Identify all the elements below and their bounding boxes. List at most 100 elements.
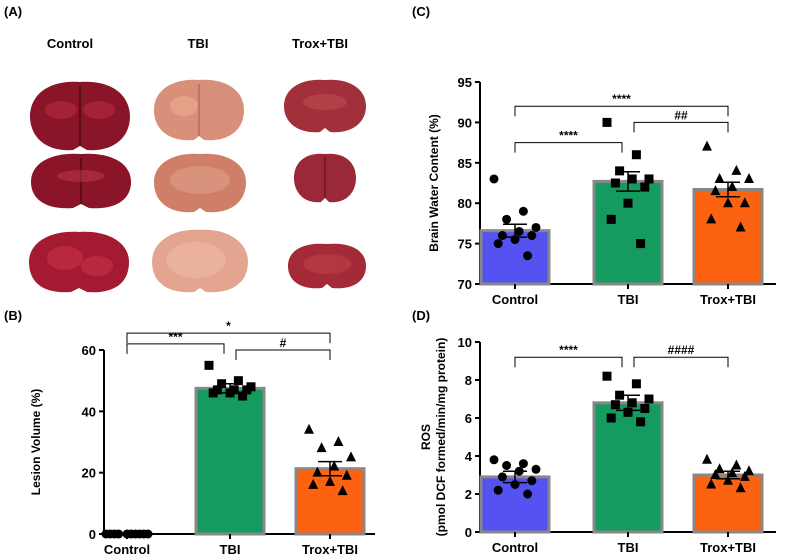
data-point-trox-tbi <box>714 463 725 474</box>
panel-label-a: (A) <box>4 4 23 19</box>
data-point-control <box>514 226 524 236</box>
data-point-control <box>523 251 533 261</box>
bar-group-tbi <box>592 117 664 286</box>
bar-tbi <box>592 401 664 534</box>
significance-bracket: ## <box>633 108 729 133</box>
data-point-tbi <box>631 379 641 389</box>
data-point-control <box>502 214 512 224</box>
bar-tbi <box>194 386 266 536</box>
data-point-tbi <box>610 178 620 188</box>
data-point-tbi <box>640 404 650 413</box>
significance-bracket: #### <box>633 343 729 368</box>
significance-bracket: * <box>126 319 331 344</box>
data-point-tbi <box>623 198 633 208</box>
data-point-control <box>531 222 541 232</box>
data-point-trox-tbi <box>346 451 356 462</box>
brain-slice-tbi-3 <box>152 229 248 293</box>
data-point-control <box>493 239 503 249</box>
y-tick-label: 2 <box>465 487 472 502</box>
y-axis-label-units: (pmol DCF formed/min/mg protein) <box>434 338 448 537</box>
bracket-line <box>126 343 225 354</box>
y-tick-label: 75 <box>458 237 472 252</box>
y-tick-label: 6 <box>465 411 472 426</box>
significance-bracket: **** <box>514 343 623 368</box>
data-point-tbi <box>204 360 214 370</box>
data-point-trox-tbi <box>731 459 742 470</box>
data-point-control <box>497 472 507 482</box>
data-point-trox-tbi <box>710 185 721 196</box>
significance-label: ## <box>674 108 688 122</box>
x-tick-label-trox-tbi: Trox+TBI <box>700 540 756 555</box>
bar-group-trox-tbi <box>294 423 366 536</box>
x-tick-label-control: Control <box>104 542 150 557</box>
data-point-tbi <box>640 182 650 192</box>
y-tick-label: 0 <box>89 527 96 542</box>
data-point-tbi <box>631 150 641 160</box>
y-tick-label: 90 <box>458 115 472 130</box>
data-point-control <box>105 529 115 539</box>
significance-bracket: # <box>235 336 331 360</box>
x-tick-label-trox-tbi: Trox+TBI <box>302 542 358 557</box>
significance-label: #### <box>668 343 695 357</box>
significance-label: **** <box>559 129 578 143</box>
brain-slice-control-2 <box>31 153 131 209</box>
brain-slice-trox-1 <box>284 79 366 133</box>
y-axis-label: ROS <box>419 424 433 450</box>
data-point-trox-tbi <box>308 478 319 489</box>
data-point-trox-tbi <box>739 470 750 481</box>
y-tick-label: 70 <box>458 277 472 292</box>
y-tick-label: 80 <box>458 196 472 211</box>
data-point-trox-tbi <box>316 442 327 453</box>
data-point-trox-tbi <box>723 197 733 208</box>
bracket-line <box>514 356 623 368</box>
data-point-control <box>489 174 499 184</box>
data-point-control <box>493 485 503 495</box>
x-tick-label-control: Control <box>492 540 538 555</box>
data-point-trox-tbi <box>744 172 754 183</box>
y-tick-label: 20 <box>82 466 96 481</box>
data-point-trox-tbi <box>731 164 742 175</box>
y-tick-label: 8 <box>465 373 472 388</box>
chart-brain-water: 70 75 80 85 90 95 Brain Water Content (%) Contr… <box>427 75 776 307</box>
y-tick-label: 95 <box>458 75 472 90</box>
bar-group-control <box>101 529 153 539</box>
data-point-control <box>510 480 520 489</box>
x-tick-label-tbi: TBI <box>618 540 639 555</box>
data-point-tbi <box>610 400 620 410</box>
bar-group-control <box>479 455 551 534</box>
data-point-control <box>523 489 533 499</box>
data-point-tbi <box>217 379 227 389</box>
x-tick-label-control: Control <box>492 292 538 307</box>
x-tick-label-tbi: TBI <box>220 542 241 557</box>
group-label-control: Control <box>46 36 94 51</box>
y-tick-label: 10 <box>458 335 472 350</box>
panel-label-c: (C) <box>412 4 431 19</box>
data-point-tbi <box>606 413 616 423</box>
data-point-trox-tbi <box>735 482 746 493</box>
data-point-tbi <box>615 166 625 176</box>
data-point-tbi <box>225 388 235 398</box>
data-point-control <box>510 235 520 245</box>
data-point-trox-tbi <box>727 181 738 192</box>
brain-slice-control-3 <box>29 231 129 293</box>
data-point-trox-tbi <box>739 197 750 208</box>
bracket-line <box>633 121 729 133</box>
data-point-trox-tbi <box>702 453 712 464</box>
data-point-tbi <box>636 417 646 427</box>
chart-lesion-volume: 0 20 40 60 Lesion Volume (%) Control TBI Trox+T… <box>29 319 375 557</box>
significance-label: *** <box>168 330 182 344</box>
group-label-tbi: TBI <box>187 36 209 51</box>
bracket-line <box>633 356 729 368</box>
y-tick-label: 85 <box>458 156 472 171</box>
bracket-line <box>514 142 623 153</box>
panel-label-b: (B) <box>4 308 23 323</box>
group-label-trox-tbi: Trox+TBI <box>292 36 348 51</box>
y-tick-label: 4 <box>465 449 473 464</box>
data-point-tbi <box>233 376 243 386</box>
bracket-line <box>126 332 331 344</box>
bar-group-control <box>479 174 551 286</box>
bar-group-trox-tbi <box>692 140 764 286</box>
significance-label: * <box>226 319 231 333</box>
x-tick-label-tbi: TBI <box>618 292 639 307</box>
data-point-control <box>527 231 537 241</box>
